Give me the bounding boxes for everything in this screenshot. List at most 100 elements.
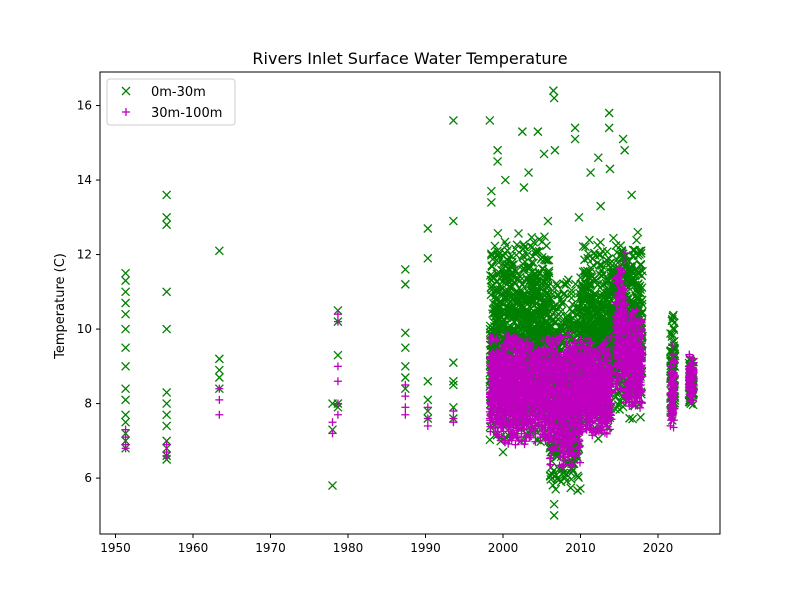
data-point: [162, 324, 172, 334]
y-axis-label: Temperature (C): [53, 253, 68, 360]
series-layer: [121, 86, 699, 520]
data-point: [400, 328, 410, 338]
data-point: [423, 395, 433, 405]
data-point: [514, 228, 523, 238]
data-point: [121, 276, 131, 286]
data-point: [517, 127, 527, 137]
data-point: [556, 477, 566, 487]
data-point: [596, 201, 606, 211]
data-point: [549, 499, 559, 509]
data-point: [570, 134, 580, 144]
data-point: [500, 287, 510, 297]
data-point: [633, 227, 643, 237]
data-point: [400, 279, 410, 289]
data-point: [586, 168, 596, 178]
data-point: [520, 326, 530, 336]
data-point: [520, 242, 529, 252]
data-point: [519, 240, 529, 250]
data-point: [509, 260, 519, 269]
data-point: [121, 309, 131, 319]
data-point: [504, 299, 514, 309]
chart-title: Rivers Inlet Surface Water Temperature: [252, 49, 567, 68]
series-shallow: [121, 86, 699, 520]
y-tick-label: 6: [84, 471, 92, 485]
data-point: [487, 262, 497, 272]
data-point: [162, 387, 172, 397]
data-point: [519, 183, 529, 192]
data-point: [517, 265, 527, 275]
data-point: [491, 284, 501, 293]
data-point: [540, 232, 549, 242]
data-point: [498, 251, 508, 261]
data-point: [121, 410, 131, 420]
x-tick-label: 1980: [333, 541, 364, 555]
plot-frame: [99, 71, 721, 535]
x-axis: 1950 1960 1970 1980 1990 2000 2010 2020: [100, 534, 673, 555]
data-point: [214, 365, 224, 375]
data-point: [500, 175, 510, 185]
data-point: [550, 145, 560, 155]
data-point: [566, 483, 576, 493]
data-point: [400, 265, 410, 274]
data-point: [539, 149, 549, 159]
data-point: [162, 287, 172, 297]
data-point: [121, 298, 131, 308]
x-tick-label: 2010: [565, 541, 596, 555]
data-point: [487, 323, 497, 333]
data-point: [423, 253, 433, 263]
data-point: [507, 291, 516, 301]
data-point: [532, 319, 542, 328]
data-point: [121, 287, 131, 297]
data-point: [498, 447, 508, 457]
data-point: [162, 190, 172, 200]
data-point: [527, 232, 537, 242]
x-tick-label: 2000: [488, 541, 519, 555]
data-point: [162, 410, 172, 420]
data-point: [214, 373, 224, 382]
data-point: [517, 301, 527, 311]
data-point: [214, 246, 224, 256]
y-tick-label: 10: [77, 322, 92, 336]
y-tick-label: 16: [77, 99, 92, 113]
data-point: [537, 237, 547, 247]
data-point: [528, 271, 538, 281]
data-point: [537, 264, 547, 274]
data-point: [400, 373, 410, 382]
data-point: [499, 260, 509, 270]
x-tick-label: 1960: [178, 541, 209, 555]
data-point: [500, 271, 510, 281]
data-point: [500, 274, 510, 284]
data-point: [500, 237, 510, 247]
data-point: [486, 197, 496, 207]
data-point: [121, 343, 131, 353]
data-point: [539, 299, 549, 309]
data-point: [574, 212, 584, 222]
data-point: [531, 291, 541, 301]
data-point: [618, 134, 628, 144]
data-point: [549, 93, 559, 103]
data-point: [573, 486, 583, 495]
data-point: [162, 212, 172, 222]
data-point: [518, 320, 528, 330]
data-point: [509, 306, 518, 315]
data-point: [493, 145, 503, 155]
data-point: [521, 290, 531, 300]
data-point: [400, 343, 410, 353]
data-point: [486, 186, 496, 196]
data-point: [448, 380, 458, 390]
data-point: [521, 308, 531, 318]
data-point: [400, 361, 410, 371]
x-tick-label: 1990: [410, 541, 441, 555]
data-point: [496, 265, 506, 275]
data-point: [423, 224, 433, 233]
data-point: [121, 384, 131, 394]
plot-area: 1950 1960 1970 1980 1990 2000 2010 2020 6810121…: [77, 71, 721, 555]
data-point: [541, 279, 551, 289]
data-point: [512, 240, 522, 250]
data-point: [496, 290, 506, 300]
x-tick-label: 1950: [100, 541, 131, 555]
data-point: [214, 354, 224, 364]
data-point: [543, 216, 553, 226]
